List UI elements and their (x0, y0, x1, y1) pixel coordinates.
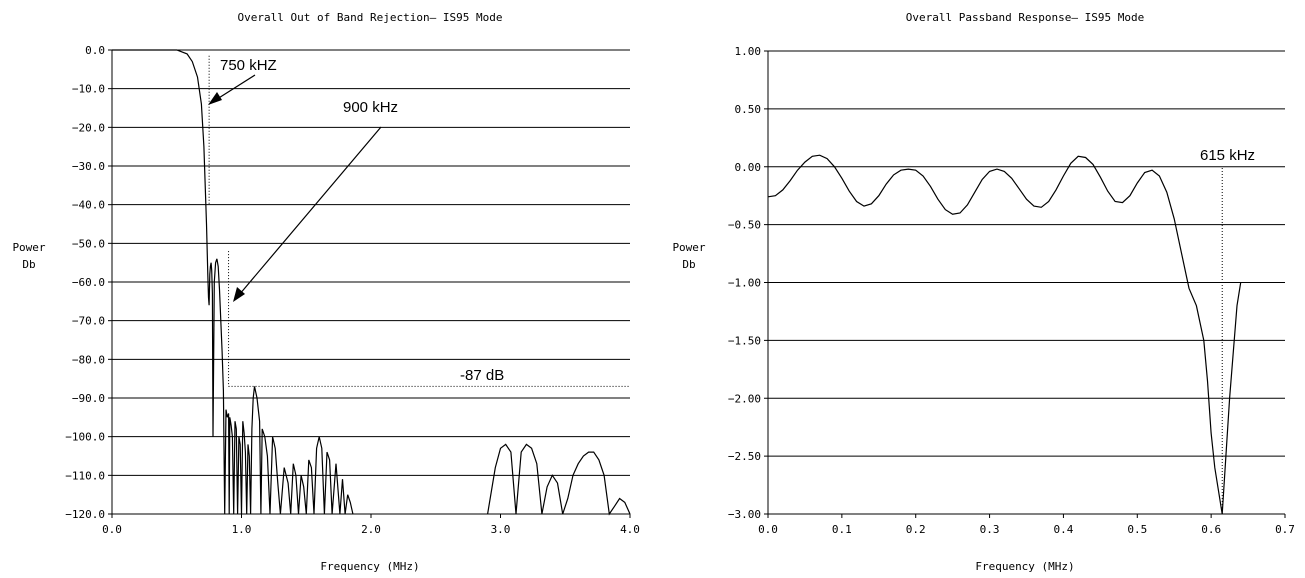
arrow-900khz (238, 126, 382, 296)
passband-x-tick-label: 0.2 (906, 523, 926, 536)
rejection-x-tick-label: 3.0 (491, 523, 511, 536)
passband-series (767, 154, 1242, 515)
passband-x-tick-label: 0.6 (1201, 523, 1221, 536)
rejection-title: Overall Out of Band Rejection— IS95 Mode (238, 11, 503, 24)
passband-y-tick-label: −0.50 (728, 219, 761, 232)
rejection-chart: Overall Out of Band Rejection— IS95 Mode… (12, 11, 640, 573)
rejection-y-tick-label: −60.0 (72, 276, 105, 289)
rejection-series (112, 49, 631, 516)
rejection-x-ticks: 0.0 1.0 2.0 3.0 4.0 (102, 514, 640, 536)
passband-x-tick-label: 0.4 (1053, 523, 1073, 536)
rejection-y-tick-label: −10.0 (72, 83, 105, 96)
passband-series-line (767, 154, 1242, 515)
rejection-x-tick-label: 0.0 (102, 523, 122, 536)
rejection-ylabel-line1: Power (12, 241, 45, 254)
passband-y-tick-label: −3.00 (728, 508, 761, 521)
passband-y-tick-label: −2.50 (728, 450, 761, 463)
rejection-y-tick-label: −70.0 (72, 315, 105, 328)
passband-title: Overall Passband Response— IS95 Mode (906, 11, 1144, 24)
rejection-y-tick-label: −110.0 (65, 469, 105, 482)
rejection-y-tick-label: −20.0 (72, 121, 105, 134)
passband-y-tick-label: −2.00 (728, 392, 761, 405)
rejection-y-tick-label: −90.0 (72, 392, 105, 405)
passband-x-tick-label: 0.7 (1275, 523, 1295, 536)
passband-y-tick-label: 1.00 (735, 45, 762, 58)
annotation-87db: -87 dB (460, 367, 504, 384)
passband-y-tick-label: 0.50 (735, 103, 762, 116)
passband-grid (767, 50, 1285, 515)
annotation-750khz: 750 kHZ (220, 57, 277, 74)
annotation-900khz: 900 kHz (343, 99, 398, 116)
arrowhead-750khz (208, 92, 222, 105)
rejection-series-line (487, 443, 631, 516)
rejection-y-tick-label: −120.0 (65, 508, 105, 521)
passband-ylabel-line2: Db (682, 258, 695, 271)
rejection-y-tick-label: −100.0 (65, 431, 105, 444)
arrowhead-900khz (233, 287, 245, 302)
rejection-markers (208, 55, 630, 387)
rejection-x-tick-label: 4.0 (620, 523, 640, 536)
passband-x-tick-label: 0.0 (758, 523, 778, 536)
arrow-750khz (213, 74, 256, 102)
rejection-y-tick-label: −50.0 (72, 237, 105, 250)
passband-x-tick-label: 0.1 (832, 523, 852, 536)
passband-x-ticks: 0.0 0.1 0.2 0.3 0.4 0.5 0.6 0.7 (758, 514, 1295, 536)
passband-x-tick-label: 0.5 (1127, 523, 1147, 536)
passband-xlabel: Frequency (MHz) (975, 560, 1074, 573)
rejection-xlabel: Frequency (MHz) (320, 560, 419, 573)
rejection-y-tick-label: −30.0 (72, 160, 105, 173)
rejection-x-tick-label: 2.0 (361, 523, 381, 536)
annotation-615khz: 615 kHz (1200, 147, 1255, 164)
rejection-y-tick-label: −80.0 (72, 353, 105, 366)
rejection-ylabel-line2: Db (22, 258, 35, 271)
passband-y-tick-label: 0.00 (735, 161, 762, 174)
rejection-x-tick-label: 1.0 (232, 523, 252, 536)
rejection-series-line (112, 49, 354, 515)
rejection-y-ticks: 0.0 −10.0 −20.0 −30.0 −40.0 −50.0 −60.0 −70.0 −8… (65, 44, 112, 521)
passband-chart: Overall Passband Response— IS95 Mode 1.0… (672, 11, 1295, 573)
passband-y-tick-label: −1.00 (728, 277, 761, 290)
rejection-grid (111, 49, 630, 515)
passband-y-ticks: 1.00 0.50 0.00 −0.50 −1.00 −1.50 −2.00 −2.50 −3.… (728, 45, 768, 521)
passband-y-tick-label: −1.50 (728, 334, 761, 347)
rejection-y-tick-label: −40.0 (72, 199, 105, 212)
rejection-y-tick-label: 0.0 (85, 44, 105, 57)
passband-ylabel-line1: Power (672, 241, 705, 254)
passband-x-tick-label: 0.3 (980, 523, 1000, 536)
